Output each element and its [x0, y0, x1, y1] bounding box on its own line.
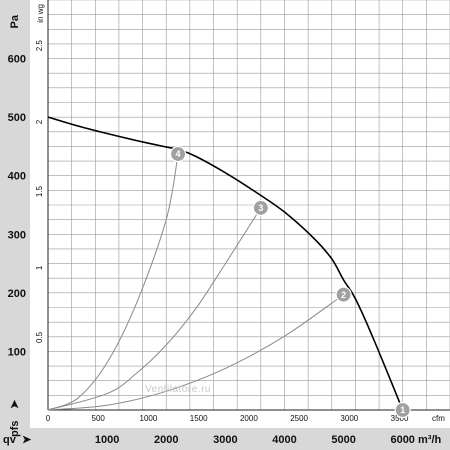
system-curve-2 — [47, 294, 344, 411]
bottom-axis-band — [0, 428, 450, 450]
watermark-text: Ventilatore.ru — [145, 384, 211, 395]
m3h-tick-label: 2000 — [154, 434, 178, 446]
operating-points: 1 2 3 4 Ventilatore.ru — [145, 145, 411, 419]
pa-tick-label: 500 — [8, 112, 26, 124]
inwg-tick-label: 1 — [35, 265, 44, 270]
cfm-tick-label: 0 — [46, 414, 51, 423]
cfm-tick-label: 2500 — [290, 414, 308, 423]
qv-arrow: ➤ — [22, 434, 32, 446]
operating-point-label: 2 — [341, 290, 346, 300]
pa-tick-label: 100 — [8, 346, 26, 358]
left-axis-band — [0, 0, 30, 450]
fan-curve — [47, 116, 404, 411]
operating-point-3 — [252, 199, 269, 217]
pa-tick-label: 300 — [8, 229, 26, 241]
m3h-tick-label: 4000 — [272, 434, 296, 446]
qv-symbol: qv — [3, 434, 17, 446]
cfm-tick-label: 500 — [92, 414, 106, 423]
m3h-tick-label: 5000 — [331, 434, 355, 446]
pa-tick-label: 600 — [8, 54, 26, 66]
inwg-tick-label: 2.5 — [35, 40, 44, 52]
grid — [47, 0, 450, 411]
m3h-tick-label: 3000 — [213, 434, 237, 446]
operating-point-label: 3 — [258, 203, 263, 213]
cfm-tick-label: 2000 — [240, 414, 258, 423]
cfm-tick-label: 3500 — [391, 414, 409, 423]
operating-point-1 — [394, 401, 411, 419]
inwg-tick-label: 1.5 — [35, 185, 44, 197]
cfm-tick-label: 3000 — [340, 414, 358, 423]
pa-tick-label: 200 — [8, 288, 26, 300]
m3h-tick-label: 1000 — [95, 434, 119, 446]
pa-unit-label: Pa — [9, 14, 21, 28]
operating-point-label: 4 — [176, 149, 181, 159]
operating-point-label: 1 — [400, 405, 405, 415]
cfm-unit-label: cfm — [432, 414, 445, 423]
cfm-tick-label: 1500 — [190, 414, 208, 423]
operating-point-4 — [169, 145, 187, 163]
m3h-unit-label: m³/h — [418, 434, 442, 446]
pa-tick-label: 400 — [8, 171, 26, 183]
pfs-symbol: pfs — [9, 421, 21, 438]
operating-point-2 — [335, 286, 352, 303]
pfs-arrow: ➤ — [9, 399, 21, 409]
system-curves — [47, 153, 344, 411]
system-curve-3 — [47, 207, 262, 411]
cfm-tick-label: 1000 — [140, 414, 158, 423]
inwg-unit-label: in wg — [36, 4, 45, 23]
fan-curve-group — [47, 116, 404, 411]
inwg-tick-label: 2 — [35, 119, 44, 124]
inwg-tick-label: 0.5 — [35, 331, 44, 343]
m3h-tick-label: 6000 — [390, 434, 414, 446]
system-curve-4 — [47, 153, 179, 411]
